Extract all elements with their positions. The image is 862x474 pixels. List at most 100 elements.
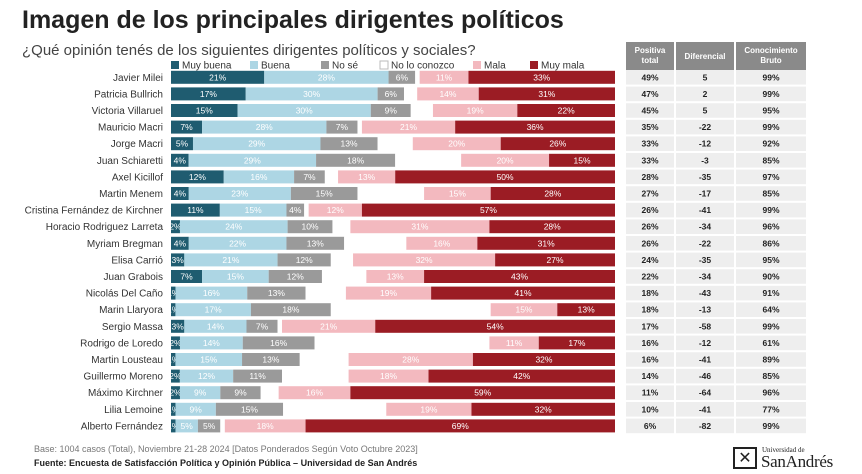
data-label: 43%: [511, 272, 528, 282]
bar-segment: [171, 120, 203, 134]
bar-segment: [415, 70, 420, 84]
bar-segment: [490, 303, 558, 317]
bar-segment: [350, 220, 490, 234]
category-label: Alberto Fernández: [81, 421, 163, 432]
table-cell: [626, 418, 674, 434]
bar-segment: [305, 286, 346, 300]
table-cell: [736, 285, 806, 301]
data-label: 13%: [268, 288, 285, 298]
bar-segment: [403, 87, 418, 101]
data-label: 2%: [169, 222, 182, 232]
table-value: -12: [699, 139, 712, 149]
bar-segment: [377, 137, 413, 151]
legend-swatch: [379, 60, 389, 70]
table-value: 33%: [641, 139, 658, 149]
table-value: -12: [699, 338, 712, 348]
data-label: 57%: [480, 205, 497, 215]
table-value: 92%: [762, 139, 779, 149]
data-label: 11%: [249, 371, 266, 381]
table-value: 47%: [641, 89, 658, 99]
opinion-chart: Muy buena Buena No sé No lo conozco Mala Muy …: [25, 42, 806, 434]
bar-segment: [424, 187, 491, 200]
table-value: 90%: [762, 272, 779, 282]
table-cell: [676, 153, 734, 168]
bar-segment: [179, 369, 234, 383]
table-value: 26%: [641, 205, 658, 215]
bar-segment: [171, 402, 176, 416]
legend-swatch: [250, 61, 258, 69]
table-value: 22%: [641, 272, 658, 282]
category-label: Jorge Macri: [111, 139, 163, 150]
table-value: 18%: [641, 288, 658, 298]
data-label: 29%: [248, 139, 265, 149]
table-value: 17%: [641, 321, 658, 331]
base-note: Base: 1004 casos (Total), Noviembre 21-2…: [34, 444, 418, 454]
bar-segment: [287, 220, 333, 234]
table-value: 99%: [762, 421, 779, 431]
table-value: 95%: [762, 106, 779, 116]
bar-segment: [242, 353, 300, 366]
table-cell: [626, 269, 674, 284]
bar-segment: [549, 153, 615, 167]
table-cell: [736, 103, 806, 118]
bar-segment: [220, 419, 225, 433]
bar-segment: [171, 419, 176, 433]
table-header-label: Diferencial: [685, 52, 726, 61]
bar-segment: [277, 253, 331, 267]
category-label: Rodrigo de Loredo: [80, 338, 163, 349]
table-cell: [736, 136, 806, 151]
table-cell: [736, 86, 806, 102]
category-label: Sergio Massa: [102, 322, 164, 333]
table-value: 85%: [762, 155, 779, 165]
data-label: 11%: [506, 338, 523, 348]
data-label: 18%: [282, 305, 299, 315]
data-label: 16%: [433, 238, 450, 248]
bar-segment: [477, 236, 615, 250]
table-value: -17: [699, 189, 712, 199]
table-cell: [736, 335, 806, 351]
bar-segment: [468, 70, 615, 84]
bar-segment: [350, 386, 615, 400]
bar-segment: [247, 286, 306, 300]
table-value: -35: [699, 255, 712, 265]
table-value: 97%: [762, 172, 779, 182]
data-label: 24%: [225, 222, 242, 232]
table-cell: [676, 269, 734, 284]
category-label: Martin Menem: [99, 189, 163, 200]
bar-segment: [171, 187, 189, 200]
data-label: 32%: [535, 404, 552, 414]
bar-segment: [175, 303, 251, 317]
data-label: 7%: [303, 172, 316, 182]
category-label: Juan Schiaretti: [97, 156, 163, 167]
table-cell: [676, 136, 734, 151]
table-cell: [626, 136, 674, 151]
table-cell: [736, 236, 806, 251]
table-cell: [626, 86, 674, 102]
table-cell: [626, 302, 674, 317]
data-label: 31%: [538, 238, 555, 248]
bar-segment: [316, 153, 396, 167]
bar-segment: [171, 319, 185, 333]
data-label: 5%: [176, 139, 189, 149]
data-label: 28%: [544, 189, 561, 199]
table-value: 45%: [641, 106, 658, 116]
university-crest-icon: ✕: [733, 447, 757, 469]
data-label: 28%: [256, 122, 273, 132]
bar-segment: [286, 203, 305, 217]
data-label: 30%: [303, 89, 320, 99]
table-cell: [676, 186, 734, 201]
table-value: 64%: [762, 305, 779, 315]
bar-segment: [171, 386, 180, 400]
table-value: -46: [699, 371, 712, 381]
data-label: 59%: [474, 388, 491, 398]
table-value: 99%: [762, 89, 779, 99]
data-label: 1%: [167, 355, 180, 365]
bar-segment: [490, 187, 615, 200]
table-cell: [736, 302, 806, 317]
table-cell: [626, 153, 674, 168]
table-cell: [676, 285, 734, 301]
bar-segment: [395, 170, 615, 184]
table-value: 16%: [641, 355, 658, 365]
bar-segment: [290, 187, 358, 200]
table-cell: [736, 252, 806, 268]
